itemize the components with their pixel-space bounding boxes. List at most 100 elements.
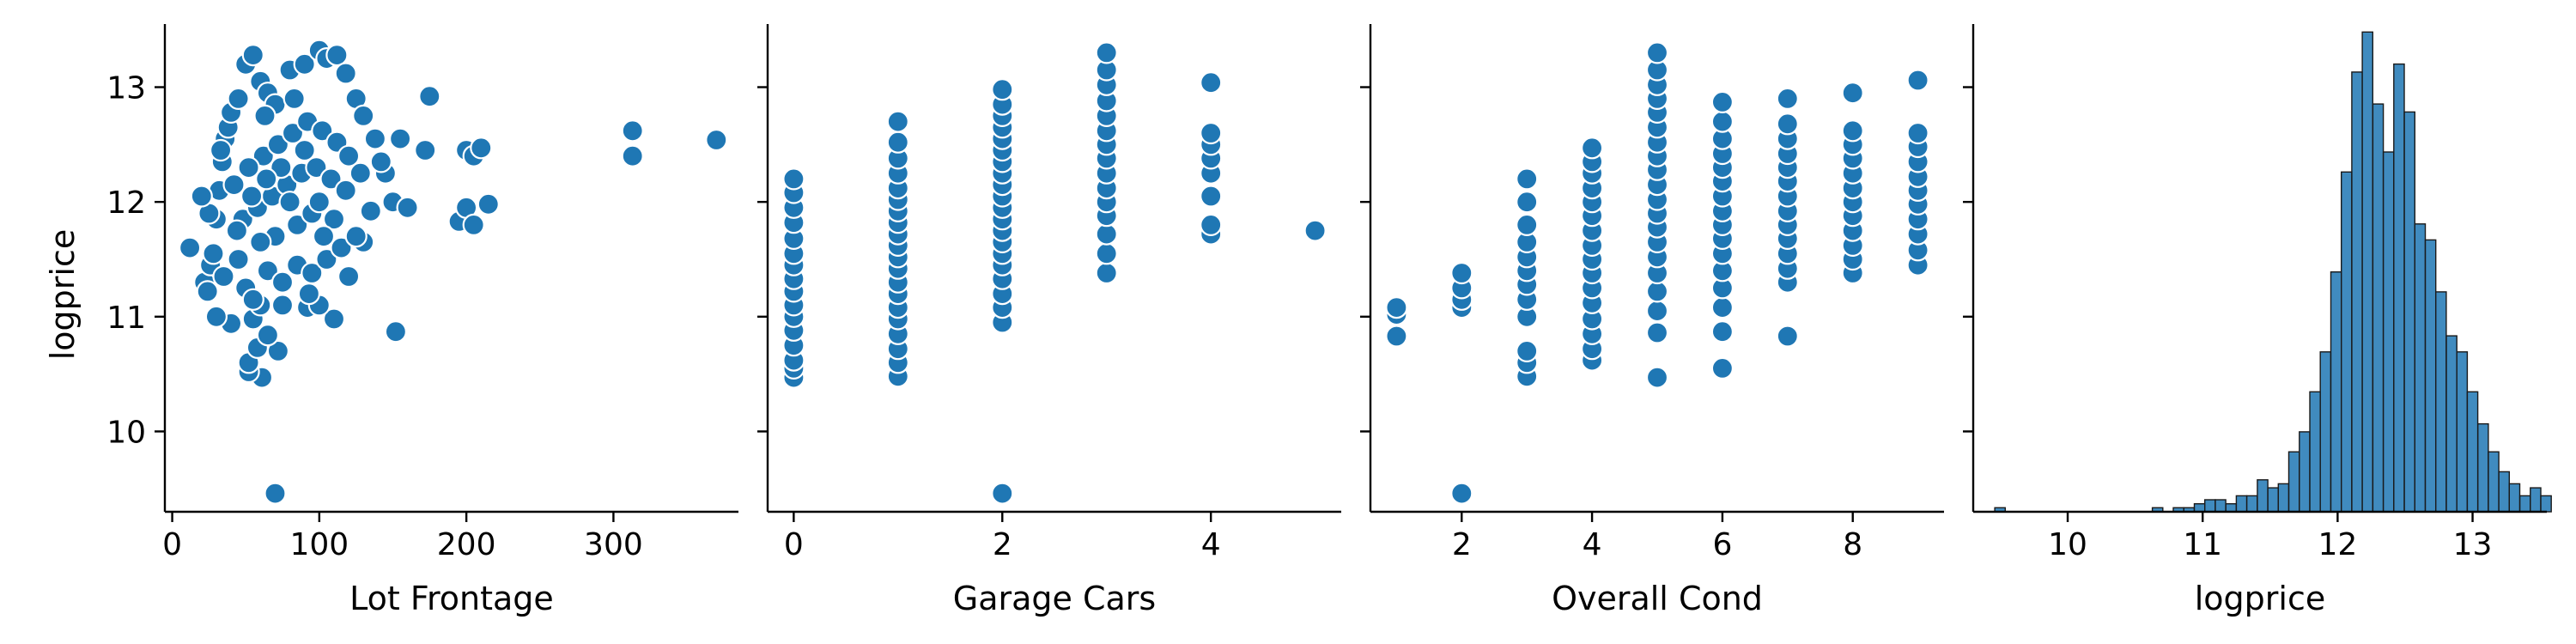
y-tick-label: 12	[106, 185, 146, 221]
scatter-point	[1303, 219, 1327, 242]
scatter-point	[1710, 296, 1735, 319]
scatter-point	[311, 119, 334, 143]
scatter-point	[991, 78, 1014, 101]
panel-garage-cars: Garage Cars 0 2 4	[757, 24, 1341, 617]
scatter-point	[1095, 261, 1118, 285]
scatter-point	[344, 225, 368, 248]
scatter-point	[240, 185, 264, 208]
x-axis-label-garage-cars: Garage Cars	[953, 580, 1156, 617]
scatter-point	[363, 127, 386, 150]
histogram-bar	[2277, 483, 2290, 513]
scatter-point	[227, 247, 250, 271]
scatter-point	[249, 230, 272, 253]
panel-logprice-histogram: logprice 10 11 12 13	[1963, 24, 2552, 617]
scatter-point	[418, 85, 441, 108]
histogram-bar	[2466, 391, 2479, 513]
scatter-point	[462, 213, 485, 236]
scatter-point	[196, 280, 219, 303]
shared-y-axis-label: logprice	[44, 229, 82, 361]
scatter-point	[312, 225, 336, 248]
scatter-point	[179, 236, 202, 259]
scatter-point	[204, 305, 228, 328]
scatter-point	[1095, 242, 1118, 265]
x-tick-label: 8	[1843, 527, 1862, 562]
histogram-bar	[2309, 391, 2321, 513]
histogram-bar	[2319, 351, 2332, 513]
scatter-point	[252, 144, 275, 167]
histogram-bar	[2403, 111, 2416, 513]
scatter-point	[1516, 167, 1539, 191]
scatter-point	[705, 128, 728, 152]
scatter-point	[1200, 121, 1223, 145]
scatter-point	[293, 52, 316, 76]
x-tick-label: 11	[2183, 527, 2222, 562]
scatter-point	[322, 307, 346, 331]
scatter-point	[281, 121, 305, 145]
scatter-point	[1450, 482, 1473, 505]
scatter-point	[227, 87, 250, 111]
scatter-point	[190, 185, 213, 208]
x-axis-label-logprice: logprice	[2195, 580, 2326, 617]
scatter-point	[1645, 41, 1669, 64]
scatter-point	[396, 196, 419, 219]
x-tick-label: 6	[1712, 527, 1732, 562]
scatter-point	[256, 259, 279, 283]
scatter-point	[305, 156, 328, 179]
scatter-point	[389, 127, 412, 150]
scatter-point	[222, 173, 246, 197]
scatter-point	[1200, 71, 1223, 94]
histogram-bar	[2245, 495, 2258, 513]
x-axis-label-lot-frontage: Lot Frontage	[349, 580, 554, 617]
scatter-point	[1776, 112, 1799, 136]
scatter-point	[270, 294, 295, 317]
scatter-point	[886, 131, 909, 154]
scatter-point	[470, 137, 493, 160]
scatter-point	[266, 339, 289, 362]
scatter-point	[1580, 137, 1604, 160]
scatter-point	[1776, 325, 1799, 348]
scatter-point	[202, 242, 225, 265]
scatter-point	[991, 482, 1014, 505]
scatter-point	[1906, 121, 1929, 145]
scatter-point	[369, 150, 392, 173]
x-tick-label: 13	[2453, 527, 2493, 562]
scatter-point	[1450, 261, 1473, 285]
scatter-point	[1385, 325, 1408, 348]
scatter-point	[1645, 321, 1669, 344]
scatter-point	[266, 133, 289, 156]
scatter-point	[264, 482, 287, 505]
scatter-point	[241, 43, 264, 67]
x-tick-label: 200	[437, 527, 496, 562]
scatter-point	[1645, 366, 1669, 389]
scatter-point	[286, 213, 309, 236]
scatter-point	[1645, 300, 1669, 323]
histogram-bar	[2372, 103, 2385, 513]
x-tick-label: 4	[1201, 527, 1221, 562]
x-axis-label-overall-cond: Overall Cond	[1552, 580, 1763, 617]
histogram-bar	[2445, 335, 2458, 513]
scatter-point	[315, 247, 338, 271]
x-tick-label: 4	[1583, 527, 1602, 562]
histogram-bar	[2414, 223, 2427, 513]
histogram-bar	[2488, 451, 2500, 513]
scatter-point	[1710, 90, 1735, 114]
scatter-point	[1516, 339, 1539, 362]
scatter-point	[621, 119, 644, 143]
histogram-bar	[2267, 487, 2280, 513]
histogram-bar	[2382, 151, 2395, 513]
scatter-point	[270, 270, 295, 294]
scatter-point	[621, 144, 644, 167]
histogram-bar	[2434, 291, 2447, 513]
histogram-bar	[2540, 495, 2552, 513]
histogram-bar	[2215, 499, 2227, 513]
scatter-point	[1385, 296, 1408, 319]
scatter-point	[225, 219, 248, 242]
histogram-bar	[2476, 422, 2489, 513]
scatter-point	[1710, 356, 1735, 380]
scatter-point	[1906, 69, 1929, 92]
histogram-bar	[2287, 451, 2300, 513]
scatter-point	[1841, 119, 1864, 143]
scatter-point	[414, 138, 437, 162]
x-tick-label: 100	[289, 527, 349, 562]
